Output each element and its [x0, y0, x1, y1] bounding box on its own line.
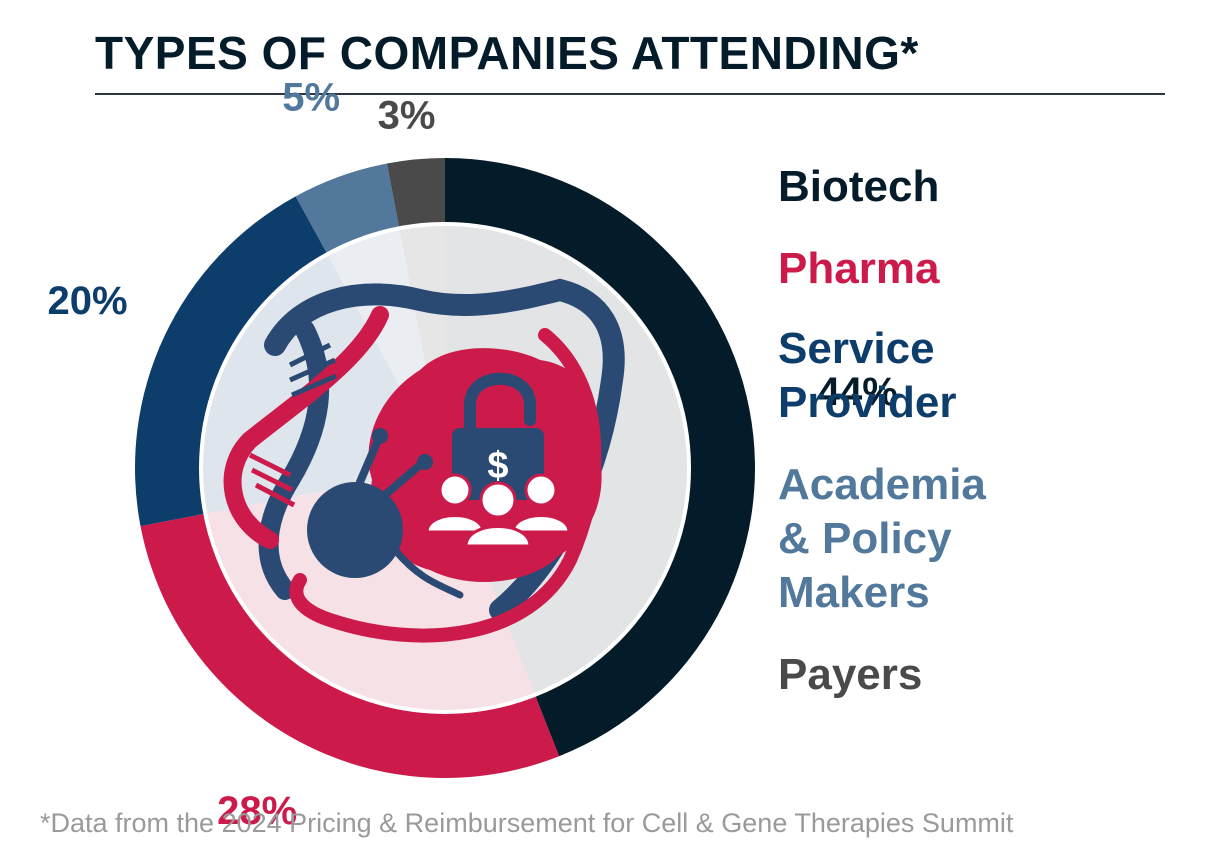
data-label-biotech: 44%: [818, 370, 898, 414]
virus-body: [307, 482, 403, 578]
chart-title: TYPES OF COMPANIES ATTENDING*: [95, 27, 919, 79]
title-divider: [95, 93, 1165, 95]
dna-strand-navy-2: [258, 320, 330, 600]
donut-slice-payers: [386, 158, 445, 228]
dollar-icon: $: [487, 445, 508, 487]
data-label-academia-policy-makers: 5%: [282, 75, 340, 119]
data-label-payers: 3%: [378, 94, 436, 138]
legend-item-biotech: Biotech: [778, 162, 940, 211]
lock-shackle: [464, 372, 536, 436]
cell-gene-therapy-pricing-icon: $: [223, 278, 625, 643]
ring-separator: [199, 222, 691, 714]
lock-body: [452, 428, 544, 500]
donut-slice-academia-policy-makers: [295, 163, 400, 254]
donut-slice-biotech: [445, 158, 755, 757]
legend-item-pharma: Pharma: [778, 244, 940, 293]
data-label-service-provider: 20%: [48, 279, 128, 323]
legend-item-payers: Payers: [778, 650, 923, 699]
dna-strand-red: [223, 306, 389, 549]
legend-item-service-provider: Service Provider: [778, 324, 957, 427]
donut-slice-pharma: [140, 513, 560, 778]
donut-slice-service-provider: [135, 196, 327, 527]
data-label-pharma: 28%: [217, 789, 297, 833]
people-group-icon: [425, 473, 571, 548]
footnote: *Data from the 2024 Pricing & Reimbursem…: [40, 808, 1014, 838]
legend-item-academia-policy-makers: Academia & Policy Makers: [778, 460, 986, 617]
